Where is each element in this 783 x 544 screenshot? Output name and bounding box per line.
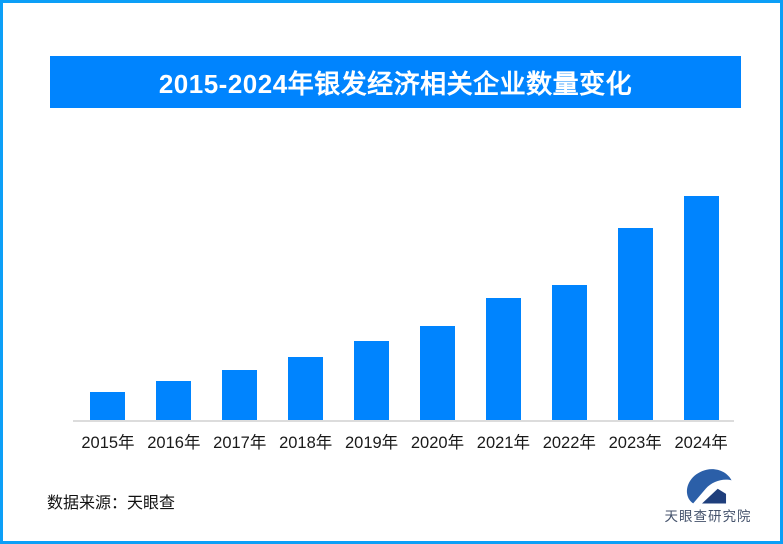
bar-2020年 — [419, 326, 455, 420]
brand-block: 天眼查研究院 — [653, 467, 763, 525]
x-tick-label: 2024年 — [674, 434, 728, 452]
bar-column — [339, 153, 405, 420]
tianyancha-logo-icon — [686, 469, 732, 504]
bar-2017年 — [222, 370, 258, 420]
bar-column — [602, 153, 668, 420]
x-tick-label: 2023年 — [608, 434, 662, 452]
x-tick-label: 2019年 — [344, 434, 399, 452]
x-tick-label: 2020年 — [410, 434, 465, 452]
bar-2015年 — [90, 392, 126, 420]
bar-column — [207, 153, 273, 420]
bar-2022年 — [551, 285, 587, 420]
bar-2021年 — [485, 298, 521, 420]
bar-2018年 — [288, 357, 324, 420]
x-tick-label: 2018年 — [279, 434, 333, 452]
bar-2016年 — [156, 381, 192, 420]
bar-2024年 — [683, 196, 719, 420]
brand-name: 天眼查研究院 — [664, 509, 752, 524]
bar-column — [536, 153, 602, 420]
chart-title-banner: 2015-2024年银发经济相关企业数量变化 — [50, 56, 741, 108]
x-tick-label: 2017年 — [213, 434, 267, 452]
x-tick-label: 2022年 — [542, 434, 596, 452]
bar-2019年 — [354, 341, 390, 420]
bar-column — [273, 153, 339, 420]
x-tick-label: 2015年 — [81, 434, 135, 452]
bar-column — [470, 153, 536, 420]
bar-2023年 — [617, 228, 653, 420]
bar-column — [405, 153, 471, 420]
bar-chart-plot-area — [75, 153, 734, 420]
bar-column — [668, 153, 734, 420]
chart-title: 2015-2024年银发经济相关企业数量变化 — [158, 68, 633, 99]
bar-column — [75, 153, 141, 420]
x-axis-line — [73, 420, 734, 422]
x-tick-label: 2021年 — [476, 434, 530, 452]
x-tick-label: 2016年 — [147, 434, 201, 452]
x-axis-tick-labels: 2015年 2016年 2017年 2018年 2019年 2020年 2021年 2022年… — [75, 429, 734, 453]
bar-column — [141, 153, 207, 420]
data-source-label: 数据来源：天眼查 — [47, 495, 176, 512]
